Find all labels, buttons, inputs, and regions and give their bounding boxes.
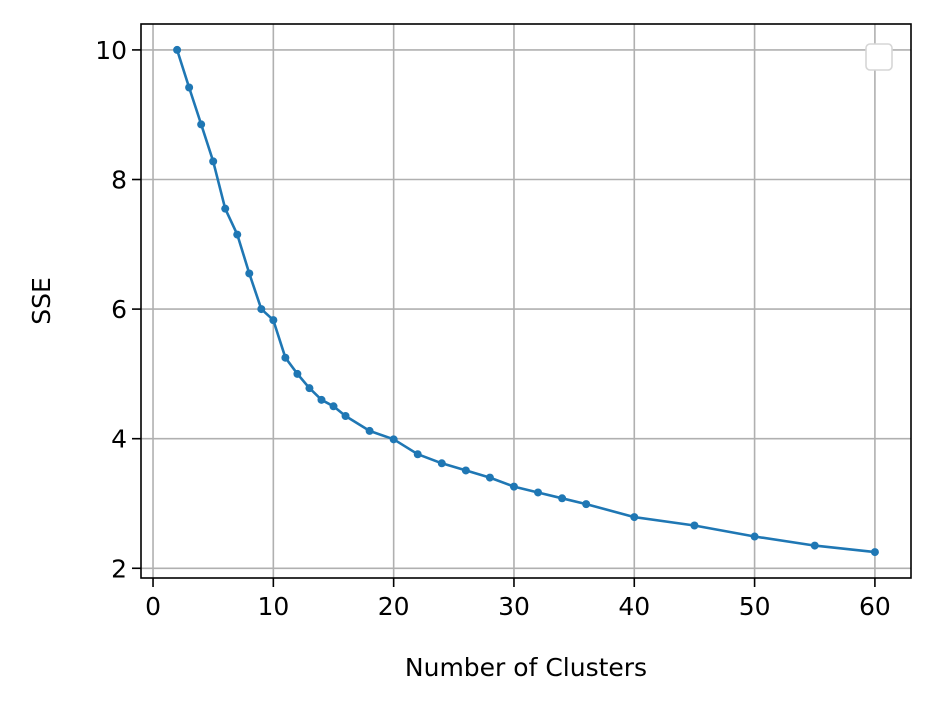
series-line: [175, 49, 876, 554]
y-tick-label: 10: [95, 36, 127, 65]
data-point: [173, 45, 182, 54]
data-point: [245, 269, 254, 278]
data-point: [269, 316, 278, 325]
plot-frame: [140, 23, 912, 579]
x-tick-label: 10: [257, 592, 289, 621]
data-point: [233, 230, 242, 239]
data-point: [630, 513, 639, 522]
x-tick-label: 20: [378, 592, 410, 621]
data-point: [461, 466, 470, 475]
data-point: [413, 450, 422, 459]
data-point: [257, 305, 266, 314]
data-point: [582, 500, 591, 509]
x-tick-label: 40: [618, 592, 650, 621]
data-point: [341, 412, 350, 421]
x-axis-label: Number of Clusters: [405, 653, 647, 682]
x-tick-label: 50: [739, 592, 771, 621]
data-point: [329, 402, 338, 411]
data-point: [185, 83, 194, 92]
legend-box: [865, 43, 893, 71]
x-tick-label: 60: [859, 592, 891, 621]
data-point: [750, 532, 759, 541]
y-tick-label: 8: [111, 166, 127, 195]
data-point: [389, 435, 398, 444]
data-point: [293, 369, 302, 378]
data-point: [437, 459, 446, 468]
x-tick-label: 0: [145, 592, 161, 621]
y-tick-label: 2: [111, 554, 127, 583]
data-point: [558, 494, 567, 503]
data-point: [810, 541, 819, 550]
data-point: [281, 353, 290, 362]
grid: [141, 24, 911, 578]
data-point: [221, 204, 230, 213]
data-point: [197, 120, 206, 129]
data-point: [209, 157, 218, 166]
x-tick-label: 30: [498, 592, 530, 621]
legend: [865, 43, 893, 71]
ticks: 0 10 20 30 40 50 60 2 4 6 8 10: [95, 36, 891, 621]
series-layer: [173, 45, 879, 557]
data-point: [534, 488, 543, 497]
data-point: [509, 482, 518, 491]
y-tick-label: 4: [111, 425, 127, 454]
data-point: [870, 548, 879, 557]
data-point: [365, 426, 374, 435]
data-point: [485, 473, 494, 482]
data-point: [690, 521, 699, 530]
y-tick-label: 6: [111, 295, 127, 324]
data-point: [317, 395, 326, 404]
y-axis-label: SSE: [27, 277, 56, 325]
data-point: [305, 384, 314, 393]
